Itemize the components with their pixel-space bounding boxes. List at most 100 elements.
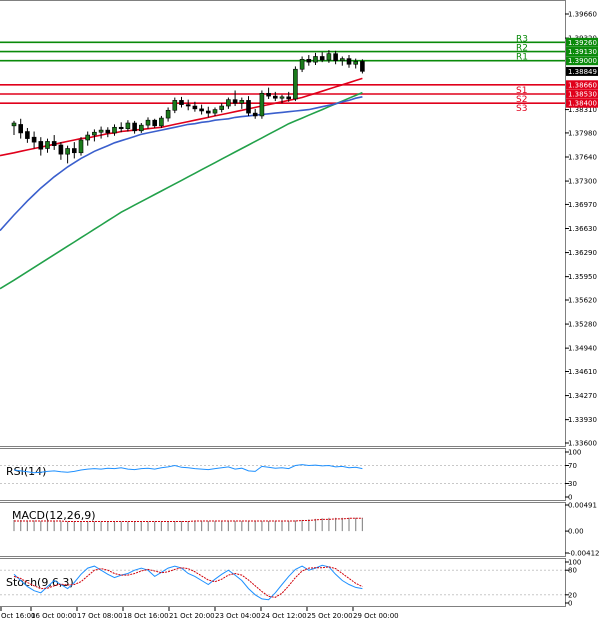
candle bbox=[272, 91, 278, 102]
price-tick-label: 1.33930 bbox=[568, 416, 597, 424]
candle-body-down bbox=[132, 122, 137, 132]
candle-body-up bbox=[92, 131, 97, 136]
level-price-box bbox=[566, 80, 598, 90]
candle-body-down bbox=[252, 112, 258, 117]
candle bbox=[192, 101, 198, 112]
macd-tick-label: 0.00491 bbox=[568, 502, 597, 510]
rsi-tick-label: 30 bbox=[568, 480, 577, 488]
candle bbox=[11, 120, 17, 136]
price-tick-label: 1.37980 bbox=[568, 129, 597, 137]
candle-body-up bbox=[112, 126, 117, 134]
level-price-box bbox=[566, 98, 598, 108]
macd-tick-label: 0.00 bbox=[568, 528, 584, 536]
level-price-box bbox=[566, 89, 598, 99]
time-tick-label: 21 Oct 20:00 bbox=[169, 612, 215, 620]
candle bbox=[319, 52, 325, 63]
candle bbox=[38, 137, 44, 156]
candle bbox=[132, 120, 137, 134]
price-tick-label: 1.37640 bbox=[568, 154, 597, 162]
macd-tick-label: -0.00412 bbox=[568, 550, 599, 558]
candle bbox=[125, 120, 131, 132]
candle bbox=[51, 135, 57, 150]
candle-body-up bbox=[326, 53, 332, 61]
level-name-r3: R3 bbox=[516, 34, 528, 44]
candle bbox=[246, 96, 251, 116]
candle bbox=[145, 117, 151, 129]
level-price-box bbox=[566, 47, 598, 57]
candle bbox=[179, 96, 184, 108]
candle-body-up bbox=[353, 61, 359, 65]
candle-body-down bbox=[199, 108, 204, 112]
candle bbox=[165, 107, 171, 122]
candle-body-down bbox=[306, 59, 312, 63]
price-tick-label: 1.33600 bbox=[568, 440, 597, 448]
candle-body-down bbox=[286, 96, 292, 100]
candle-body-up bbox=[125, 122, 131, 129]
candle bbox=[185, 99, 191, 111]
candle-body-down bbox=[333, 53, 338, 62]
macd-pane: MACD(12,26,9) 0.00491 0.00 -0.00412 bbox=[0, 502, 599, 558]
level-name-r1: R1 bbox=[516, 53, 528, 63]
candle-body-up bbox=[212, 109, 218, 114]
stoch-tick-label: 20 bbox=[568, 591, 577, 599]
price-tick-label: 1.39660 bbox=[568, 11, 597, 19]
candle-body-down bbox=[25, 131, 30, 139]
sma-slow-line bbox=[0, 91, 363, 290]
stoch-tick-label: 80 bbox=[568, 567, 577, 575]
level-price-label: 1.38400 bbox=[568, 100, 597, 108]
candle bbox=[199, 104, 204, 115]
candle-body-up bbox=[339, 58, 345, 62]
level-name-s1: S1 bbox=[516, 86, 527, 96]
candle-body-up bbox=[299, 59, 305, 70]
stoch-label: Stoch(9,6,3) bbox=[6, 576, 74, 589]
current-price-label: 1.38849 bbox=[568, 68, 597, 76]
level-price-label: 1.38530 bbox=[568, 90, 597, 98]
candle-body-up bbox=[98, 129, 104, 133]
candle-body-down bbox=[38, 141, 44, 150]
level-price-box bbox=[566, 56, 598, 66]
price-tick-label: 1.36290 bbox=[568, 249, 597, 257]
candle bbox=[58, 142, 64, 160]
candle bbox=[25, 127, 30, 143]
stoch-signal-line bbox=[13, 566, 363, 598]
candle bbox=[252, 108, 258, 119]
candle-body-down bbox=[360, 61, 365, 72]
price-tick-label: 1.36970 bbox=[568, 201, 597, 209]
candle-body-up bbox=[165, 109, 171, 119]
candle-body-down bbox=[72, 148, 77, 154]
candle bbox=[112, 124, 117, 136]
rsi-tick-label: 0 bbox=[568, 494, 572, 502]
rsi-tick-label: 100 bbox=[568, 449, 581, 457]
candle-body-up bbox=[159, 117, 164, 127]
price-tick-label: 1.35950 bbox=[568, 273, 597, 281]
candle bbox=[18, 118, 24, 139]
candle bbox=[159, 115, 164, 128]
stoch-tick-label: 100 bbox=[568, 559, 581, 567]
candle bbox=[266, 87, 271, 99]
candle-body-down bbox=[105, 129, 111, 134]
candle bbox=[45, 138, 50, 153]
candle bbox=[206, 106, 211, 118]
candle bbox=[65, 145, 70, 164]
candle bbox=[85, 131, 90, 146]
level-name-s3: S3 bbox=[516, 104, 527, 114]
time-tick-label: Oct 16:00 bbox=[1, 612, 36, 620]
candle-body-down bbox=[185, 104, 191, 107]
price-tick-label: 1.34610 bbox=[568, 368, 597, 376]
level-name-r2: R2 bbox=[516, 44, 528, 54]
candle bbox=[31, 131, 37, 149]
candle bbox=[286, 91, 292, 102]
level-price-label: 1.39260 bbox=[568, 39, 597, 47]
macd-signal-line bbox=[14, 517, 363, 522]
candle-body-down bbox=[31, 136, 37, 143]
candle bbox=[212, 107, 218, 116]
time-tick-label: 16 Oct 00:00 bbox=[31, 612, 77, 620]
price-tick-label: 1.35280 bbox=[568, 321, 597, 329]
candle bbox=[78, 137, 84, 156]
time-tick-label: 17 Oct 08:00 bbox=[77, 612, 123, 620]
candle-body-down bbox=[206, 110, 211, 114]
candle bbox=[346, 55, 352, 68]
candle bbox=[353, 58, 359, 69]
